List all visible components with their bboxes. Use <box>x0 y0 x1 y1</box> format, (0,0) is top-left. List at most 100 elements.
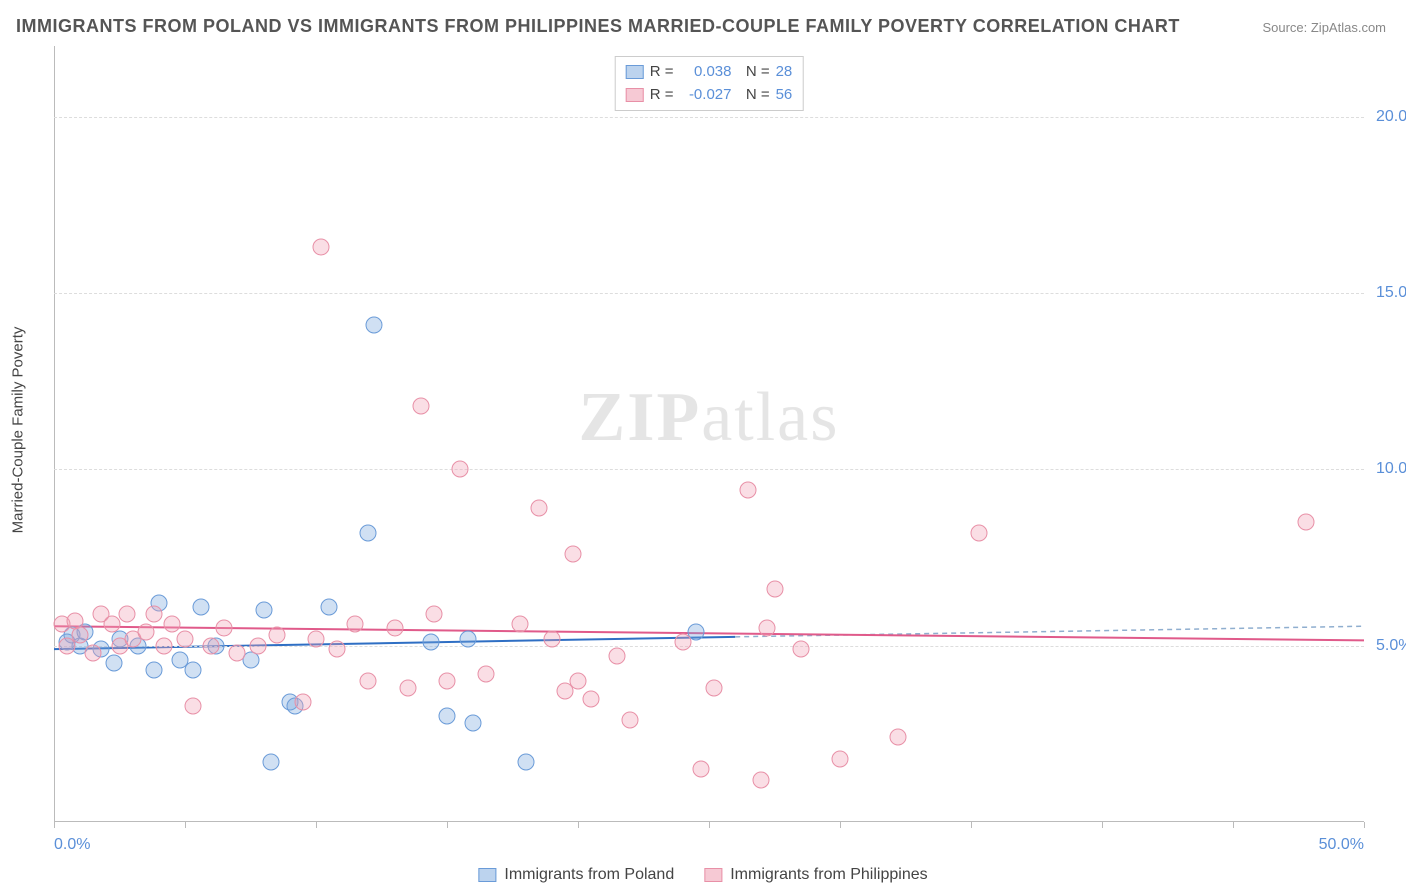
y-tick-label: 20.0% <box>1368 108 1406 126</box>
grid-line <box>54 117 1364 118</box>
x-tick-label: 0.0% <box>54 836 90 854</box>
data-point-philippines <box>706 679 723 696</box>
stats-row-poland: R =0.038 N =28 <box>626 61 793 84</box>
data-point-poland <box>145 662 162 679</box>
grid-line <box>54 293 1364 294</box>
data-point-philippines <box>156 637 173 654</box>
x-tick <box>1233 822 1234 828</box>
data-point-philippines <box>693 761 710 778</box>
legend-label: Immigrants from Poland <box>504 866 674 884</box>
data-point-philippines <box>530 500 547 517</box>
data-point-philippines <box>570 672 587 689</box>
data-point-philippines <box>970 524 987 541</box>
r-value: -0.027 <box>679 84 731 107</box>
data-point-philippines <box>889 729 906 746</box>
x-tick <box>54 822 55 828</box>
swatch-poland <box>626 65 644 79</box>
data-point-philippines <box>268 627 285 644</box>
data-point-philippines <box>758 620 775 637</box>
data-point-philippines <box>137 623 154 640</box>
data-point-philippines <box>85 644 102 661</box>
x-tick <box>971 822 972 828</box>
data-point-philippines <box>103 616 120 633</box>
y-axis-line <box>54 46 55 822</box>
data-point-philippines <box>328 641 345 658</box>
x-tick <box>316 822 317 828</box>
data-point-poland <box>192 598 209 615</box>
data-point-philippines <box>313 239 330 256</box>
data-point-philippines <box>478 665 495 682</box>
data-point-philippines <box>425 605 442 622</box>
data-point-philippines <box>674 634 691 651</box>
r-label: R = <box>650 84 674 107</box>
data-point-philippines <box>145 605 162 622</box>
data-point-poland <box>263 754 280 771</box>
x-tick <box>840 822 841 828</box>
data-point-poland <box>321 598 338 615</box>
swatch-philippines <box>626 88 644 102</box>
y-tick-label: 5.0% <box>1368 637 1406 655</box>
data-point-poland <box>360 524 377 541</box>
watermark: ZIPatlas <box>579 378 840 458</box>
stats-legend-box: R =0.038 N =28R =-0.027 N = 56 <box>615 56 804 111</box>
n-label: N = <box>737 84 769 107</box>
data-point-philippines <box>229 644 246 661</box>
n-value: 28 <box>776 61 793 84</box>
series-legend: Immigrants from Poland Immigrants from Ph… <box>478 866 927 884</box>
data-point-philippines <box>386 620 403 637</box>
chart-title: IMMIGRANTS FROM POLAND VS IMMIGRANTS FRO… <box>16 16 1180 37</box>
data-point-philippines <box>512 616 529 633</box>
data-point-philippines <box>294 694 311 711</box>
r-value: 0.038 <box>679 61 731 84</box>
legend-item-poland: Immigrants from Poland <box>478 866 674 884</box>
data-point-philippines <box>609 648 626 665</box>
data-point-philippines <box>583 690 600 707</box>
data-point-poland <box>184 662 201 679</box>
data-point-philippines <box>412 397 429 414</box>
y-tick-label: 10.0% <box>1368 460 1406 478</box>
data-point-philippines <box>308 630 325 647</box>
watermark-light: atlas <box>701 379 839 456</box>
data-point-philippines <box>543 630 560 647</box>
r-label: R = <box>650 61 674 84</box>
data-point-poland <box>439 708 456 725</box>
data-point-philippines <box>766 581 783 598</box>
x-tick-label: 50.0% <box>1319 836 1364 854</box>
x-tick <box>1102 822 1103 828</box>
data-point-philippines <box>792 641 809 658</box>
data-point-philippines <box>753 771 770 788</box>
data-point-philippines <box>1298 514 1315 531</box>
data-point-poland <box>459 630 476 647</box>
data-point-philippines <box>119 605 136 622</box>
data-point-philippines <box>622 711 639 728</box>
x-tick <box>578 822 579 828</box>
data-point-poland <box>517 754 534 771</box>
chart-container: IMMIGRANTS FROM POLAND VS IMMIGRANTS FRO… <box>0 0 1406 892</box>
regression-lines <box>54 46 1364 822</box>
data-point-philippines <box>72 627 89 644</box>
x-tick <box>709 822 710 828</box>
legend-label: Immigrants from Philippines <box>730 866 927 884</box>
data-point-philippines <box>439 672 456 689</box>
data-point-poland <box>365 316 382 333</box>
data-point-philippines <box>184 697 201 714</box>
stats-row-philippines: R =-0.027 N = 56 <box>626 84 793 107</box>
y-tick-label: 15.0% <box>1368 284 1406 302</box>
data-point-philippines <box>216 620 233 637</box>
legend-swatch-poland <box>478 868 496 882</box>
data-point-poland <box>106 655 123 672</box>
legend-item-philippines: Immigrants from Philippines <box>704 866 927 884</box>
data-point-philippines <box>347 616 364 633</box>
y-axis-label: Married-Couple Family Poverty <box>10 327 27 534</box>
data-point-philippines <box>740 482 757 499</box>
data-point-philippines <box>250 637 267 654</box>
x-tick <box>1364 822 1365 828</box>
data-point-philippines <box>360 672 377 689</box>
data-point-philippines <box>177 630 194 647</box>
data-point-philippines <box>452 461 469 478</box>
data-point-poland <box>465 715 482 732</box>
watermark-bold: ZIP <box>579 379 702 456</box>
data-point-philippines <box>399 679 416 696</box>
legend-swatch-philippines <box>704 868 722 882</box>
n-value: 56 <box>776 84 793 107</box>
